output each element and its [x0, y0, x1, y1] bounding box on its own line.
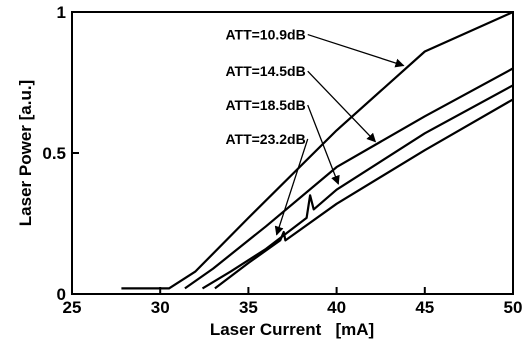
x-tick-label: 35: [239, 298, 258, 317]
series-line: [214, 98, 514, 290]
y-tick-label: 0.5: [42, 144, 66, 163]
series-annotation-label: ATT=10.9dB: [225, 27, 305, 43]
x-tick-label: 30: [151, 298, 170, 317]
y-tick-label: 1: [57, 3, 66, 22]
annotation-layer: ATT=10.9dB ATT=14.5dB ATT=18.5dB ATT=23.2dB: [225, 27, 405, 236]
y-axis-ticks: 00.51: [42, 3, 79, 304]
annotation-arrow: [307, 70, 377, 143]
y-tick-label: 0: [57, 285, 66, 304]
x-tick-label: 40: [327, 298, 346, 317]
y-axis-label: Laser Power [a.u.]: [16, 80, 35, 226]
series-layer: [121, 10, 514, 290]
series-line: [184, 67, 514, 290]
x-axis-ticks: 25 30 35 40 45 50: [63, 287, 523, 317]
plot-frame: [71, 11, 514, 295]
x-tick-label: 25: [63, 298, 82, 317]
series-annotation-label: ATT=18.5dB: [225, 97, 305, 113]
series-line: [121, 10, 514, 290]
series-annotation-label: ATT=23.2dB: [225, 131, 305, 147]
x-tick-label: 45: [415, 298, 434, 317]
series-annotation-label: ATT=14.5dB: [225, 63, 305, 79]
x-axis-label: Laser Current [mA]: [210, 320, 374, 339]
x-tick-label: 50: [504, 298, 523, 317]
annotation-arrow: [307, 104, 340, 185]
annotation-arrow: [307, 33, 405, 68]
series-line: [201, 84, 514, 290]
annotation-arrow: [274, 138, 309, 236]
